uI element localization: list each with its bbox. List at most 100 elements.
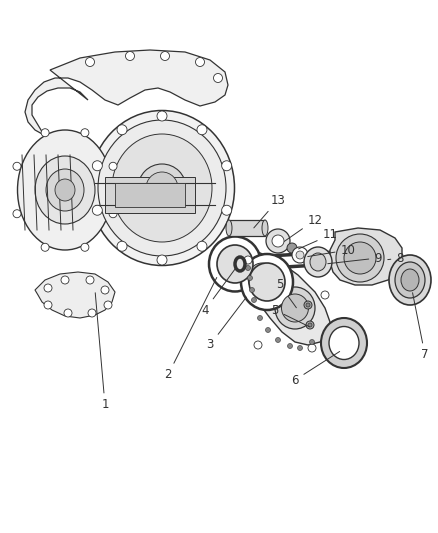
Circle shape [222,161,232,171]
Circle shape [44,284,52,292]
Circle shape [86,276,94,284]
Circle shape [287,243,297,253]
Ellipse shape [275,287,315,329]
Ellipse shape [241,256,283,300]
Text: 13: 13 [254,193,286,228]
Polygon shape [25,50,228,135]
Circle shape [244,256,252,264]
Circle shape [213,74,223,83]
Circle shape [308,344,316,352]
Text: 7: 7 [413,293,429,361]
Circle shape [61,276,69,284]
Circle shape [88,309,96,317]
Ellipse shape [344,242,376,274]
Circle shape [64,309,72,317]
Text: 12: 12 [284,214,322,241]
Circle shape [160,52,170,61]
Text: 2: 2 [164,278,217,382]
Circle shape [276,337,280,343]
Circle shape [41,128,49,137]
Ellipse shape [241,254,293,310]
Text: 5: 5 [271,303,310,327]
Circle shape [85,58,95,67]
Circle shape [222,205,232,215]
Text: 6: 6 [291,351,339,386]
Ellipse shape [321,318,367,368]
Circle shape [297,345,303,351]
Ellipse shape [329,327,359,359]
Circle shape [287,343,293,349]
Ellipse shape [35,156,95,224]
Ellipse shape [217,245,253,283]
Circle shape [109,162,117,170]
Circle shape [310,340,314,344]
Polygon shape [235,248,330,345]
Ellipse shape [18,130,113,250]
Text: 3: 3 [206,297,246,351]
Ellipse shape [401,269,419,291]
Circle shape [41,243,49,251]
Circle shape [246,265,251,271]
Ellipse shape [306,321,314,329]
Text: 4: 4 [201,267,237,317]
Ellipse shape [266,229,290,253]
Ellipse shape [89,110,234,265]
Ellipse shape [304,247,332,277]
Circle shape [117,241,127,251]
Ellipse shape [304,301,312,309]
Circle shape [101,286,109,294]
Ellipse shape [306,303,310,307]
Ellipse shape [146,172,178,204]
Ellipse shape [282,294,308,322]
Ellipse shape [389,255,431,305]
Circle shape [104,301,112,309]
Circle shape [321,291,329,299]
Circle shape [92,205,102,215]
Ellipse shape [55,179,75,201]
Circle shape [265,327,271,333]
Ellipse shape [98,120,226,256]
Ellipse shape [209,237,261,292]
Bar [105,177,195,213]
Circle shape [13,162,21,170]
Bar [115,183,185,207]
Bar [229,220,265,236]
Ellipse shape [272,235,284,247]
Text: 5: 5 [276,279,297,308]
Ellipse shape [249,263,285,301]
Circle shape [254,341,262,349]
Ellipse shape [46,169,84,211]
Circle shape [109,209,117,217]
Text: 9: 9 [328,252,382,264]
Ellipse shape [138,164,186,212]
Text: 8: 8 [388,252,404,264]
Circle shape [157,111,167,121]
Ellipse shape [292,247,308,263]
Circle shape [126,52,134,61]
Ellipse shape [226,220,232,236]
Text: 11: 11 [299,229,338,249]
Circle shape [81,243,89,251]
Circle shape [251,297,257,303]
Ellipse shape [395,262,425,298]
Ellipse shape [308,323,312,327]
Circle shape [258,316,262,320]
Circle shape [157,255,167,265]
Ellipse shape [262,220,268,236]
Circle shape [247,276,252,280]
Circle shape [81,128,89,137]
Circle shape [197,125,207,135]
Circle shape [250,287,254,293]
Polygon shape [35,272,115,318]
Ellipse shape [112,134,212,242]
Ellipse shape [296,251,304,259]
Ellipse shape [310,253,326,271]
Circle shape [92,161,102,171]
Circle shape [44,301,52,309]
Circle shape [195,58,205,67]
Text: 1: 1 [95,293,109,411]
Polygon shape [330,228,402,285]
Ellipse shape [336,234,384,282]
Circle shape [197,241,207,251]
Text: 10: 10 [308,244,356,256]
